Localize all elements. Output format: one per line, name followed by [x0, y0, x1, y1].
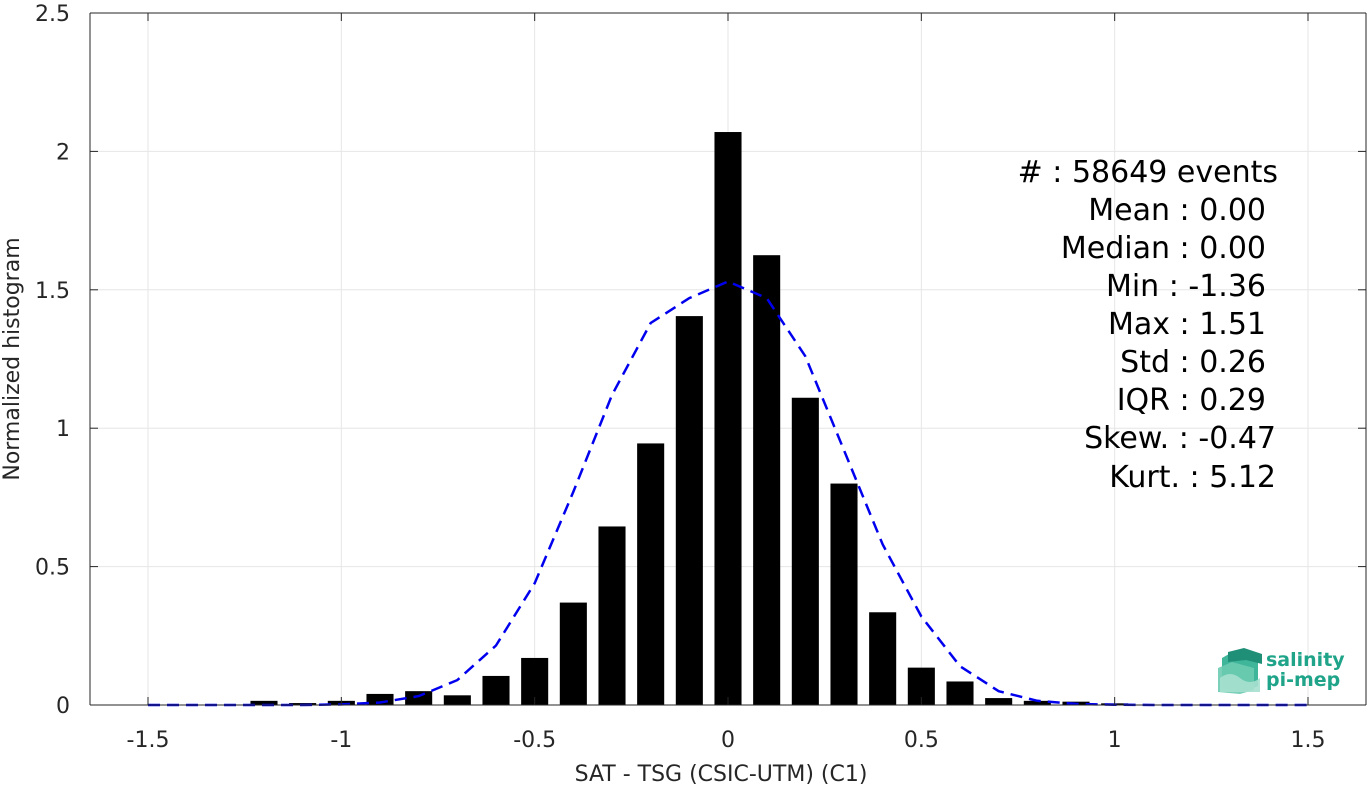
histogram-bar: [443, 695, 471, 705]
histogram-bar: [405, 691, 433, 705]
y-tick-label: 2.5: [35, 2, 70, 27]
histogram-bar: [598, 526, 626, 705]
histogram-bar: [946, 681, 974, 705]
x-axis-label: SAT - TSG (CSIC-UTM) (C1): [575, 762, 868, 785]
stat-min: Min : -1.36: [1106, 269, 1266, 304]
x-tick-label: -1: [330, 728, 352, 753]
y-axis-label: Normalized histogram: [0, 237, 25, 480]
stat-iqr: IQR : 0.29: [1117, 383, 1266, 418]
x-tick-labels: -1.5 -1 -0.5 0 0.5 1 1.5: [127, 728, 1326, 753]
stat-std: Std : 0.26: [1120, 345, 1266, 380]
stat-max: Max : 1.51: [1108, 307, 1266, 342]
x-tick-label: 1.5: [1291, 728, 1326, 753]
stat-kurt: Kurt. : 5.12: [1109, 460, 1276, 495]
x-tick-label: 0.5: [904, 728, 939, 753]
histogram-bar: [714, 132, 742, 706]
salinity-pimep-logo: salinity pi-mep: [1218, 648, 1345, 694]
y-tick-label: 0: [56, 694, 70, 719]
histogram-bar: [869, 612, 897, 705]
histogram-bar: [559, 602, 587, 705]
y-tick-label: 1.5: [35, 279, 70, 304]
x-tick-label: -0.5: [513, 728, 556, 753]
axes-frame: [89, 12, 1367, 706]
stats-box: # : 58649 events Mean : 0.00 Median : 0.…: [1018, 155, 1278, 495]
x-tick-label: -1.5: [127, 728, 170, 753]
histogram-bar: [250, 700, 278, 705]
histogram-bar: [830, 483, 858, 705]
stat-median: Median : 0.00: [1061, 231, 1266, 266]
histogram-bar: [637, 443, 665, 705]
histogram-bar: [985, 698, 1013, 705]
wave-logo-icon: [1218, 648, 1262, 694]
y-tick-label: 1: [56, 417, 70, 442]
histogram-bar: [1023, 700, 1051, 705]
logo-line1: salinity: [1266, 649, 1345, 671]
histogram-bars: [250, 132, 1129, 706]
stat-skew: Skew. : -0.47: [1084, 421, 1276, 456]
histogram-bar: [791, 397, 819, 705]
stat-mean: Mean : 0.00: [1088, 193, 1266, 228]
logo-line2: pi-mep: [1266, 669, 1340, 691]
stat-events: # : 58649 events: [1018, 155, 1278, 190]
histogram-bar: [482, 675, 510, 705]
histogram-bar: [366, 693, 394, 705]
x-tick-label: 0: [721, 728, 735, 753]
y-tick-label: 0.5: [35, 556, 70, 581]
histogram-bar: [753, 255, 781, 705]
y-tick-labels: 0 0.5 1 1.5 2 2.5: [35, 2, 70, 719]
y-tick-label: 2: [56, 140, 70, 165]
x-tick-label: 1: [1108, 728, 1122, 753]
histogram-bar: [675, 316, 703, 705]
